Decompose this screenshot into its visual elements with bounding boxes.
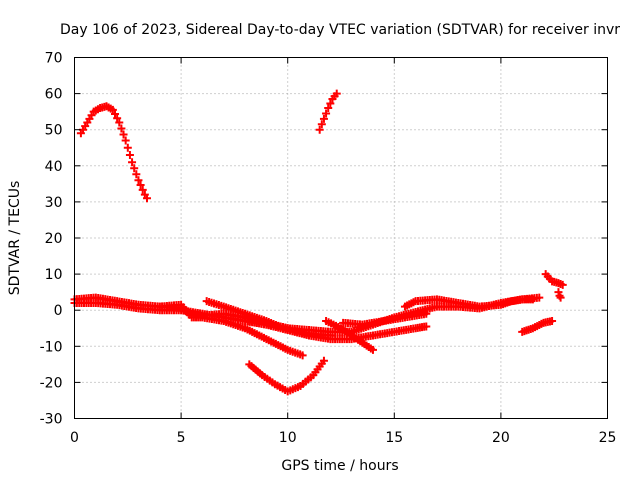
x-tick-label: 15 <box>385 430 403 446</box>
y-tick-label: 10 <box>45 267 63 283</box>
data-point <box>128 158 137 167</box>
chart-title: Day 106 of 2023, Sidereal Day-to-day VTE… <box>60 22 620 38</box>
data-point <box>322 109 331 118</box>
data-point <box>422 309 431 318</box>
data-point <box>319 356 328 365</box>
data-point <box>123 143 132 152</box>
data-point <box>422 322 431 331</box>
y-tick-label: 70 <box>45 51 63 67</box>
data-point <box>134 176 143 185</box>
data-points <box>70 89 567 396</box>
series-arc-13 <box>541 270 567 289</box>
x-tick-label: 10 <box>279 430 297 446</box>
y-axis-title: SDTVAR / TECUs <box>7 181 23 296</box>
series-arc-11 <box>400 295 537 311</box>
series-arc-1 <box>76 102 151 203</box>
data-point <box>130 164 139 173</box>
data-point <box>558 280 567 289</box>
series-arc-12 <box>518 317 557 336</box>
series-arc-10 <box>245 356 328 396</box>
series-arc-14 <box>554 288 565 302</box>
data-point <box>324 104 333 113</box>
data-point <box>332 89 341 98</box>
data-point <box>326 99 335 108</box>
data-point <box>548 317 557 326</box>
x-axis-title: GPS time / hours <box>281 458 398 474</box>
data-point <box>125 150 134 159</box>
plot-frame <box>74 57 608 419</box>
data-point <box>317 120 326 129</box>
data-point <box>121 136 130 145</box>
data-point <box>528 295 537 304</box>
y-tick-label: 20 <box>45 231 63 247</box>
series-arc-9 <box>339 309 431 329</box>
y-tick-label: -20 <box>40 375 63 391</box>
series-arc-5 <box>155 300 307 360</box>
y-tick-label: 60 <box>45 87 63 103</box>
data-point <box>115 118 124 127</box>
series-arc-8 <box>322 317 377 354</box>
x-tick-label: 5 <box>177 430 186 446</box>
data-point <box>326 331 335 340</box>
data-point <box>119 130 128 139</box>
y-tick-label: 40 <box>45 159 63 175</box>
data-point <box>535 293 544 302</box>
data-point <box>298 351 307 360</box>
data-point <box>111 110 120 119</box>
y-tick-label: 30 <box>45 195 63 211</box>
series-arc-7 <box>245 317 335 340</box>
y-tick-label: -10 <box>40 339 63 355</box>
x-tick-label: 25 <box>599 430 617 446</box>
data-point <box>132 170 141 179</box>
data-point <box>108 105 117 114</box>
data-point <box>319 114 328 123</box>
data-point <box>113 114 122 123</box>
y-tick-label: 50 <box>45 123 63 139</box>
grid <box>74 57 608 419</box>
y-tick-label: -30 <box>40 412 63 428</box>
x-tick-label: 0 <box>70 430 79 446</box>
data-point <box>315 125 324 134</box>
axis-ticks: 0 5 10 15 20 25 -30 -20 -10 0 10 20 30 40 50 60 70 <box>40 51 617 447</box>
data-point <box>142 194 151 203</box>
data-point <box>136 181 145 190</box>
data-point <box>368 345 377 354</box>
series-arc-2 <box>315 89 341 134</box>
x-tick-label: 20 <box>492 430 510 446</box>
data-point <box>117 124 126 133</box>
data-point <box>556 293 565 302</box>
y-tick-label: 0 <box>54 303 63 319</box>
data-point <box>138 185 147 194</box>
